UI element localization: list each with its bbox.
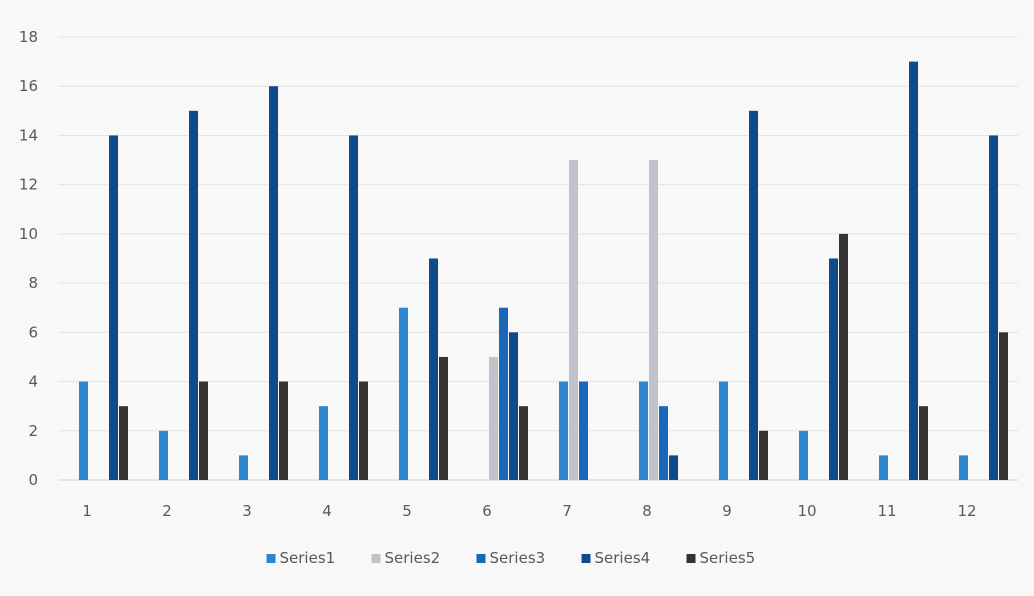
bar-series1-cat-9 [719,381,728,480]
legend-label: Series5 [700,549,756,567]
x-tick-label: 11 [877,502,896,520]
y-tick-label: 16 [19,77,38,95]
legend-swatch [266,554,276,563]
y-tick-label: 4 [28,373,38,391]
bar-series4-cat-1 [109,135,118,480]
x-tick-label: 9 [722,502,732,520]
x-tick-label: 10 [797,502,816,520]
y-tick-label: 6 [28,323,38,341]
bar-series4-cat-6 [509,332,518,480]
x-tick-label: 2 [162,502,172,520]
bar-series5-cat-2 [199,381,208,480]
x-tick-label: 3 [242,502,252,520]
legend-item-series5: Series5 [686,549,756,567]
gridlines [58,36,1018,481]
bar-series5-cat-5 [439,356,448,480]
bar-series4-cat-2 [189,110,198,480]
bar-series4-cat-10 [829,258,838,480]
legend-swatch [476,554,486,563]
bar-series1-cat-3 [239,455,248,480]
bar-series1-cat-12 [959,455,968,480]
y-tick-label: 10 [19,225,38,243]
legend-item-series4: Series4 [581,549,651,567]
legend-item-series1: Series1 [266,549,336,567]
bar-series5-cat-12 [999,332,1008,480]
bar-series4-cat-5 [429,258,438,480]
bar-series1-cat-1 [79,381,88,480]
bar-series2-cat-7 [569,160,578,481]
bar-series1-cat-7 [559,381,568,480]
legend-label: Series1 [280,549,336,567]
legend-swatch [371,554,381,563]
y-tick-label: 2 [28,422,38,440]
bar-series4-cat-4 [349,135,358,480]
bar-series2-cat-8 [649,160,658,481]
y-tick-label: 18 [19,28,38,46]
y-tick-label: 8 [28,274,38,292]
y-tick-label: 0 [28,471,38,489]
x-tick-label: 1 [82,502,92,520]
x-tick-label: 7 [562,502,572,520]
bar-series1-cat-10 [799,430,808,480]
bar-series5-cat-4 [359,381,368,480]
bar-series4-cat-11 [909,61,918,480]
bar-series4-cat-8 [669,455,678,480]
bar-series1-cat-2 [159,430,168,480]
x-tick-label: 8 [642,502,652,520]
bar-series3-cat-6 [499,307,508,480]
bar-series5-cat-1 [119,406,128,480]
bar-series2-cat-6 [489,356,498,480]
bar-series4-cat-9 [749,110,758,480]
x-axis-ticks: 1 2 3 4 5 6 7 8 9 10 11 12 [82,502,976,520]
bar-series5-cat-3 [279,381,288,480]
legend: Series1 Series2 Series3 Series4 Series5 [266,549,756,567]
legend-swatch [686,554,696,563]
bar-series4-cat-3 [269,86,278,480]
legend-label: Series4 [595,549,651,567]
y-tick-label: 12 [19,176,38,194]
y-tick-label: 14 [19,126,38,144]
bar-series3-cat-8 [659,406,668,480]
x-tick-label: 4 [322,502,332,520]
bar-series1-cat-11 [879,455,888,480]
bars [79,61,1008,481]
legend-label: Series2 [385,549,441,567]
legend-label: Series3 [490,549,546,567]
bar-series5-cat-10 [839,233,848,480]
bar-series5-cat-9 [759,430,768,480]
x-tick-label: 12 [957,502,976,520]
bar-series5-cat-11 [919,406,928,480]
bar-series1-cat-8 [639,381,648,480]
bar-series5-cat-6 [519,406,528,480]
legend-item-series3: Series3 [476,549,546,567]
bar-series1-cat-5 [399,307,408,480]
bar-series3-cat-7 [579,381,588,480]
bar-series4-cat-12 [989,135,998,480]
x-tick-label: 5 [402,502,412,520]
y-axis-ticks: 0 2 4 6 8 10 12 14 16 18 [19,28,38,489]
legend-item-series2: Series2 [371,549,441,567]
bar-series1-cat-4 [319,406,328,480]
x-tick-label: 6 [482,502,492,520]
legend-swatch [581,554,591,563]
